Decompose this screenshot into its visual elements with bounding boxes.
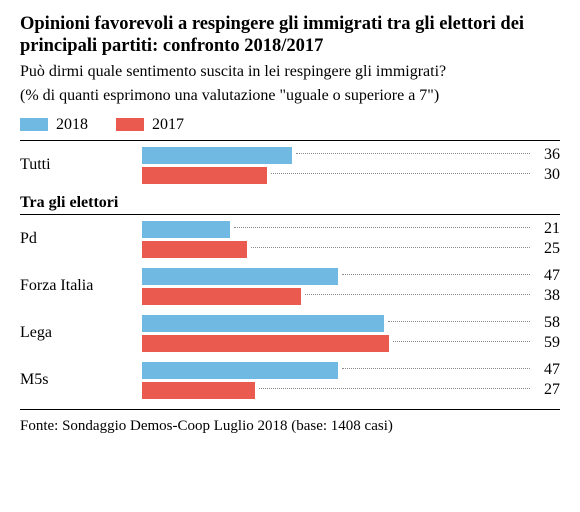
bar-line: 30 [142, 167, 560, 184]
section-header: Tra gli elettori [20, 194, 560, 212]
bar-group: Tutti 36 30 [20, 147, 560, 184]
bar-line: 38 [142, 288, 560, 305]
divider-bottom [20, 409, 560, 410]
chart-first-group: Tutti 36 30 [20, 147, 560, 184]
bar-value: 38 [536, 287, 560, 305]
leader-dots [388, 321, 530, 322]
bar-value: 25 [536, 240, 560, 258]
bar-line: 21 [142, 221, 560, 238]
bar [142, 362, 338, 379]
bar-value: 47 [536, 361, 560, 379]
leader-dots [234, 227, 530, 228]
bar-value: 47 [536, 267, 560, 285]
bar [142, 335, 389, 352]
bar-group: M5s 47 27 [20, 362, 560, 399]
legend-label-2017: 2017 [152, 116, 184, 134]
divider-top [20, 140, 560, 141]
bar-value: 58 [536, 314, 560, 332]
source-note: Fonte: Sondaggio Demos-Coop Luglio 2018 … [20, 418, 560, 435]
bar-line: 47 [142, 362, 560, 379]
chart-title: Opinioni favorevoli a respingere gli imm… [20, 14, 560, 58]
bar [142, 147, 292, 164]
bar-line: 59 [142, 335, 560, 352]
legend-label-2018: 2018 [56, 116, 88, 134]
bar-value: 27 [536, 381, 560, 399]
leader-dots [342, 368, 530, 369]
bar-group: Pd 21 25 [20, 221, 560, 258]
group-label: Forza Italia [20, 277, 142, 295]
bar-line: 27 [142, 382, 560, 399]
bar [142, 288, 301, 305]
chart-groups: Pd 21 25 Forza Italia 47 38 Lega 58 59 M5s 47 27 [20, 221, 560, 399]
bar-group: Forza Italia 47 38 [20, 268, 560, 305]
group-label: M5s [20, 371, 142, 389]
leader-dots [393, 341, 530, 342]
leader-dots [271, 173, 530, 174]
leader-dots [342, 274, 530, 275]
bar-line: 47 [142, 268, 560, 285]
bar-value: 36 [536, 146, 560, 164]
leader-dots [305, 294, 530, 295]
divider-section [20, 214, 560, 215]
leader-dots [259, 388, 530, 389]
bar-value: 30 [536, 166, 560, 184]
bar-value: 59 [536, 334, 560, 352]
chart-subtitle: Può dirmi quale sentimento suscita in le… [20, 62, 560, 106]
bar [142, 268, 338, 285]
bar [142, 221, 230, 238]
bar [142, 241, 247, 258]
bar [142, 382, 255, 399]
group-label: Tutti [20, 156, 142, 174]
group-label: Lega [20, 324, 142, 342]
bar-line: 25 [142, 241, 560, 258]
subtitle-line-2: (% di quanti esprimono una valutazione "… [20, 86, 560, 106]
leader-dots [251, 247, 531, 248]
legend-swatch-2017 [116, 118, 144, 131]
bar [142, 315, 384, 332]
legend-item-2018: 2018 [20, 116, 88, 134]
legend-item-2017: 2017 [116, 116, 184, 134]
subtitle-line-1: Può dirmi quale sentimento suscita in le… [20, 62, 560, 82]
group-label: Pd [20, 230, 142, 248]
bar-line: 58 [142, 315, 560, 332]
bar-group: Lega 58 59 [20, 315, 560, 352]
bar [142, 167, 267, 184]
bar-line: 36 [142, 147, 560, 164]
legend: 2018 2017 [20, 116, 560, 134]
bar-value: 21 [536, 220, 560, 238]
leader-dots [296, 153, 530, 154]
legend-swatch-2018 [20, 118, 48, 131]
